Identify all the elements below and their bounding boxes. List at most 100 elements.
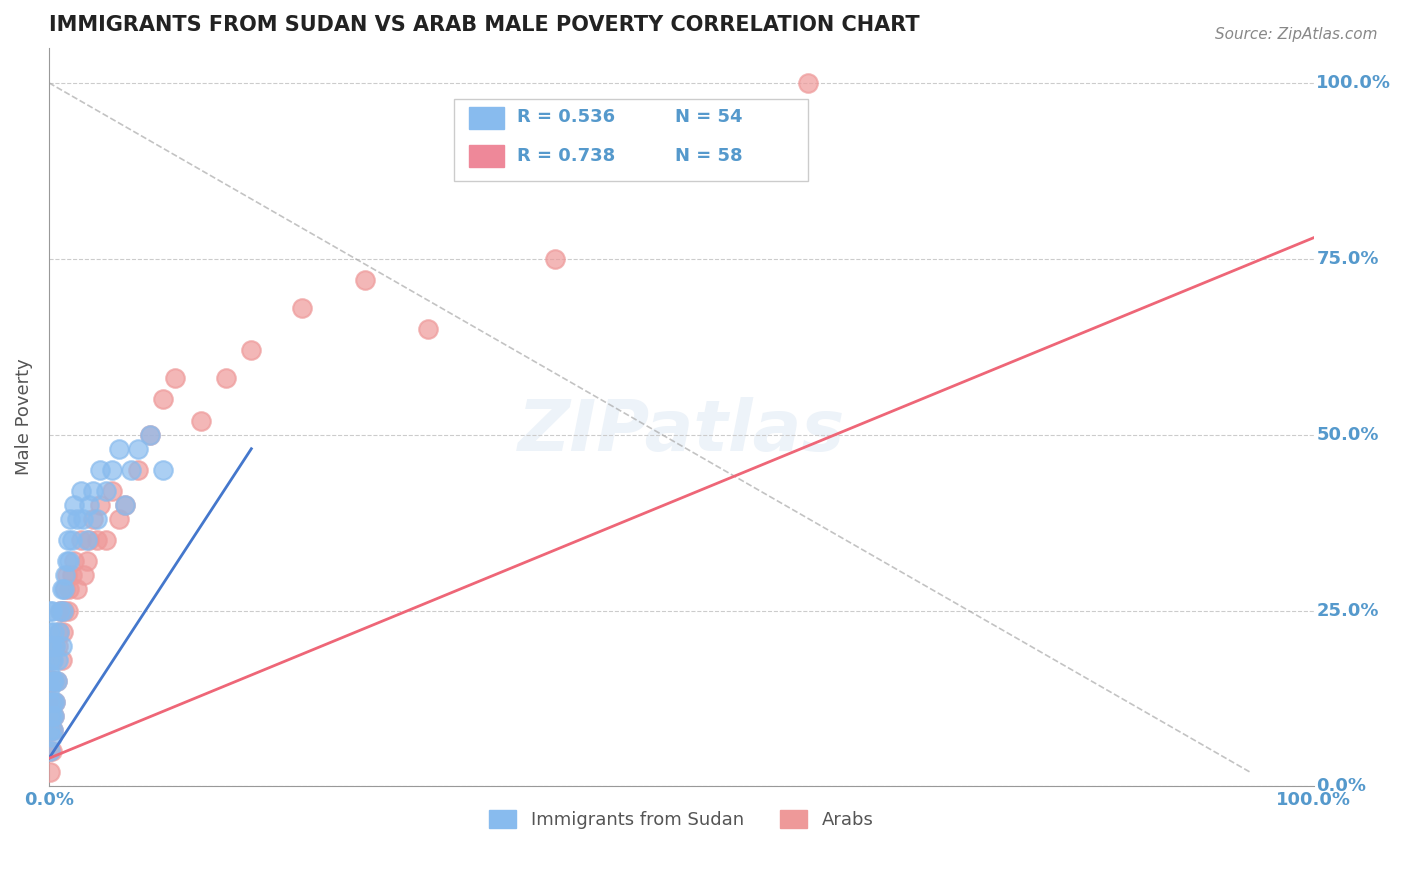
Point	[44, 695, 66, 709]
Point	[39, 765, 62, 780]
Point	[53, 582, 76, 597]
Point	[39, 744, 62, 758]
Point	[42, 723, 65, 738]
Point	[42, 673, 65, 688]
Point	[42, 709, 65, 723]
Text: 25.0%: 25.0%	[1316, 601, 1379, 620]
Point	[39, 709, 62, 723]
Point	[49, 603, 72, 617]
Point	[52, 603, 75, 617]
Point	[56, 533, 79, 548]
Point	[41, 603, 63, 617]
Text: Source: ZipAtlas.com: Source: ZipAtlas.com	[1215, 27, 1378, 42]
Point	[240, 343, 263, 358]
Point	[63, 498, 86, 512]
Point	[101, 463, 124, 477]
Point	[94, 533, 117, 548]
Text: R = 0.738: R = 0.738	[517, 146, 616, 164]
Point	[41, 673, 63, 688]
Point	[39, 673, 62, 688]
Point	[82, 483, 104, 498]
Text: ZIPatlas: ZIPatlas	[517, 397, 845, 467]
Point	[55, 554, 77, 568]
Point	[139, 427, 162, 442]
Point	[114, 498, 136, 512]
Text: N = 54: N = 54	[675, 108, 742, 126]
Legend: Immigrants from Sudan, Arabs: Immigrants from Sudan, Arabs	[482, 803, 880, 837]
Point	[86, 512, 108, 526]
Text: 100.0%: 100.0%	[1316, 74, 1392, 92]
Point	[41, 723, 63, 738]
Point	[190, 414, 212, 428]
Point	[79, 498, 101, 512]
Point	[39, 709, 62, 723]
Point	[48, 624, 70, 639]
Point	[39, 723, 62, 738]
Point	[42, 673, 65, 688]
Point	[120, 463, 142, 477]
Point	[418, 322, 440, 336]
Point	[73, 568, 96, 582]
Point	[79, 533, 101, 548]
Point	[107, 442, 129, 456]
Point	[152, 463, 174, 477]
Point	[46, 653, 69, 667]
Point	[41, 730, 63, 744]
Point	[107, 512, 129, 526]
Point	[51, 582, 73, 597]
Point	[39, 744, 62, 758]
Point	[45, 673, 67, 688]
Point	[39, 723, 62, 738]
Text: IMMIGRANTS FROM SUDAN VS ARAB MALE POVERTY CORRELATION CHART: IMMIGRANTS FROM SUDAN VS ARAB MALE POVER…	[49, 15, 920, 35]
Point	[51, 639, 73, 653]
Point	[127, 442, 149, 456]
Point	[58, 554, 80, 568]
Text: 0.0%: 0.0%	[1316, 778, 1367, 796]
Point	[42, 695, 65, 709]
Point	[42, 653, 65, 667]
Point	[215, 371, 238, 385]
Point	[152, 392, 174, 407]
Point	[39, 653, 62, 667]
Point	[39, 681, 62, 695]
Point	[139, 427, 162, 442]
Point	[39, 639, 62, 653]
Point	[48, 624, 70, 639]
Point	[39, 695, 62, 709]
Point	[60, 568, 83, 582]
Point	[72, 512, 94, 526]
Point	[94, 483, 117, 498]
Point	[544, 252, 567, 266]
Point	[52, 624, 75, 639]
FancyBboxPatch shape	[470, 145, 505, 168]
Point	[291, 301, 314, 315]
Point	[89, 498, 111, 512]
FancyBboxPatch shape	[454, 99, 808, 181]
Point	[69, 533, 91, 548]
Point	[41, 639, 63, 653]
Point	[89, 463, 111, 477]
Point	[44, 639, 66, 653]
Point	[39, 666, 62, 681]
Text: R = 0.536: R = 0.536	[517, 108, 614, 126]
Text: 75.0%: 75.0%	[1316, 250, 1379, 268]
Point	[60, 533, 83, 548]
Point	[55, 568, 77, 582]
Point	[42, 695, 65, 709]
Point	[39, 603, 62, 617]
Point	[76, 533, 98, 548]
Point	[56, 603, 79, 617]
Point	[41, 744, 63, 758]
Point	[55, 582, 77, 597]
Point	[165, 371, 187, 385]
Point	[63, 554, 86, 568]
Point	[39, 695, 62, 709]
Point	[39, 653, 62, 667]
Point	[39, 639, 62, 653]
Point	[45, 673, 67, 688]
Point	[127, 463, 149, 477]
Point	[49, 603, 72, 617]
Point	[51, 603, 73, 617]
Point	[53, 603, 76, 617]
Point	[46, 639, 69, 653]
